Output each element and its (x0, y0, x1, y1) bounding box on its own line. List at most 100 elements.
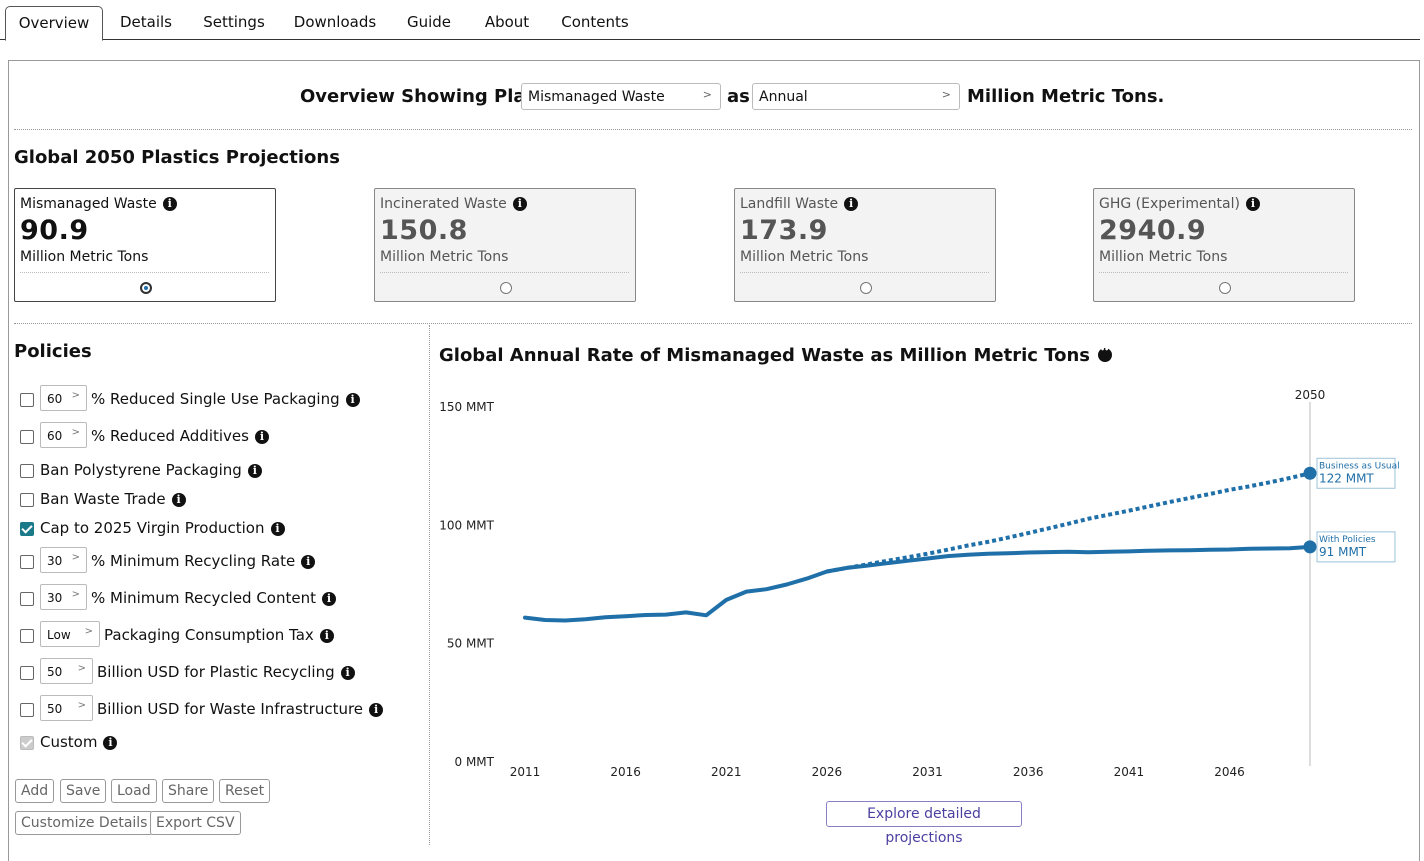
policy-label: Billion USD for Waste Infrastructure (97, 700, 364, 718)
card-unit: Million Metric Tons (1099, 249, 1228, 265)
tab-details[interactable]: Details (119, 13, 172, 31)
share-button[interactable]: Share (162, 779, 215, 803)
card-divider (380, 272, 629, 273)
policy-value: Low (47, 628, 71, 642)
chevron-right-icon: > (71, 390, 80, 401)
card-incinerated-waste[interactable]: Incinerated Waste i 150.8 Million Metric … (374, 188, 636, 302)
card-value: 150.8 (380, 215, 468, 246)
policy-checkbox[interactable] (20, 464, 34, 478)
info-icon[interactable]: i (345, 393, 360, 407)
metric-select-value: Mismanaged Waste (528, 89, 665, 105)
tab-contents[interactable]: Contents (561, 13, 629, 31)
info-icon[interactable]: i (247, 464, 262, 478)
info-icon[interactable]: i (162, 197, 177, 211)
policy-label: Packaging Consumption Tax (104, 626, 314, 644)
tab-about[interactable]: About (484, 13, 530, 31)
policy-value-select[interactable]: 30 > (40, 584, 87, 610)
info-icon[interactable]: i (103, 736, 118, 750)
chevron-right-icon: > (71, 552, 80, 563)
tab-settings[interactable]: Settings (203, 13, 265, 31)
policy-value: 50 (47, 702, 63, 716)
card-radio[interactable] (860, 282, 872, 294)
info-icon[interactable]: i (171, 493, 186, 507)
policy-checkbox[interactable] (20, 629, 34, 643)
card-ghg[interactable]: GHG (Experimental) i 2940.9 Million Metri… (1093, 188, 1355, 302)
card-radio[interactable] (140, 282, 152, 294)
info-icon[interactable]: i (301, 555, 316, 569)
info-icon[interactable]: i (1245, 197, 1260, 211)
chevron-right-icon: > (71, 427, 80, 438)
policy-value: 30 (47, 554, 63, 568)
card-value: 2940.9 (1099, 215, 1207, 246)
comment-icon[interactable] (1098, 345, 1112, 362)
chevron-right-icon: > (84, 626, 93, 637)
card-radio[interactable] (1219, 282, 1231, 294)
info-icon[interactable]: i (319, 629, 334, 643)
policy-checkbox[interactable] (20, 555, 34, 569)
metric-select[interactable]: Mismanaged Waste > (521, 83, 721, 110)
policy-value: 50 (47, 665, 63, 679)
card-name: Mismanaged Waste (20, 196, 157, 212)
chevron-right-icon: > (77, 663, 86, 674)
divider (14, 129, 1412, 130)
card-radio[interactable] (500, 282, 512, 294)
tab-bar-divider (0, 39, 1420, 40)
export-csv-button[interactable]: Export CSV (150, 811, 241, 835)
policy-value-select[interactable]: 50 > (40, 695, 93, 721)
reset-button[interactable]: Reset (219, 779, 271, 803)
load-button[interactable]: Load (111, 779, 157, 803)
chevron-right-icon: > (77, 700, 86, 711)
policy-label: % Minimum Recycling Rate (91, 552, 296, 570)
policy-value-select[interactable]: 30 > (40, 547, 87, 573)
projections-title: Global 2050 Plastics Projections (14, 147, 340, 168)
card-name: Incinerated Waste (380, 196, 507, 212)
info-icon[interactable]: i (844, 197, 859, 211)
tab-downloads[interactable]: Downloads (293, 13, 377, 31)
save-button[interactable]: Save (60, 779, 107, 803)
card-unit: Million Metric Tons (740, 249, 869, 265)
info-icon[interactable]: i (340, 666, 355, 680)
policy-label: Ban Polystyrene Packaging (40, 461, 242, 479)
mode-select[interactable]: Annual > (752, 83, 960, 110)
policy-value-select[interactable]: 60 > (40, 422, 87, 448)
card-name: Landfill Waste (740, 196, 839, 212)
explore-projections-button[interactable]: Explore detailed projections (826, 801, 1022, 846)
chart-title: Global Annual Rate of Mismanaged Waste a… (439, 345, 1112, 366)
policy-value: 60 (47, 392, 63, 406)
info-icon[interactable]: i (322, 592, 336, 606)
policy-value-select[interactable]: 60 > (40, 385, 87, 411)
card-divider (20, 272, 269, 273)
policy-label: % Reduced Additives (91, 427, 249, 445)
policy-checkbox[interactable] (20, 592, 34, 606)
chevron-right-icon: > (941, 88, 951, 101)
card-landfill-waste[interactable]: Landfill Waste i 173.9 Million Metric Ton… (734, 188, 996, 302)
policy-checkbox[interactable] (20, 393, 34, 407)
policy-value-select[interactable]: 50 > (40, 658, 93, 684)
card-divider (1099, 272, 1348, 273)
card-divider (740, 272, 989, 273)
add-button[interactable]: Add (15, 779, 55, 803)
info-icon[interactable]: i (369, 703, 384, 717)
headline-suffix: Million Metric Tons. (967, 86, 1165, 107)
policy-checkbox[interactable] (20, 493, 34, 507)
headline-prefix: Overview Showing Plastic (300, 86, 562, 107)
chevron-right-icon: > (702, 88, 712, 101)
policy-checkbox[interactable] (20, 430, 34, 444)
chevron-right-icon: > (71, 589, 80, 600)
policy-value-select[interactable]: Low > (40, 621, 100, 647)
tab-overview[interactable]: Overview (5, 6, 103, 41)
customize-details-button[interactable]: Customize Details (15, 811, 154, 835)
info-icon[interactable]: i (254, 430, 269, 444)
divider (14, 323, 1412, 324)
info-icon[interactable]: i (512, 197, 527, 211)
headline-middle: as (727, 86, 750, 107)
policy-checkbox[interactable] (20, 703, 34, 717)
card-mismanaged-waste[interactable]: Mismanaged Waste i 90.9 Million Metric To… (14, 188, 276, 302)
policy-checkbox[interactable] (20, 522, 34, 536)
policy-label: Cap to 2025 Virgin Production (40, 519, 265, 537)
card-name: GHG (Experimental) (1099, 196, 1240, 212)
info-icon[interactable]: i (270, 522, 285, 536)
policy-checkbox[interactable] (20, 666, 34, 680)
tab-guide[interactable]: Guide (406, 13, 452, 31)
chart-title-text: Global Annual Rate of Mismanaged Waste a… (439, 345, 1090, 366)
